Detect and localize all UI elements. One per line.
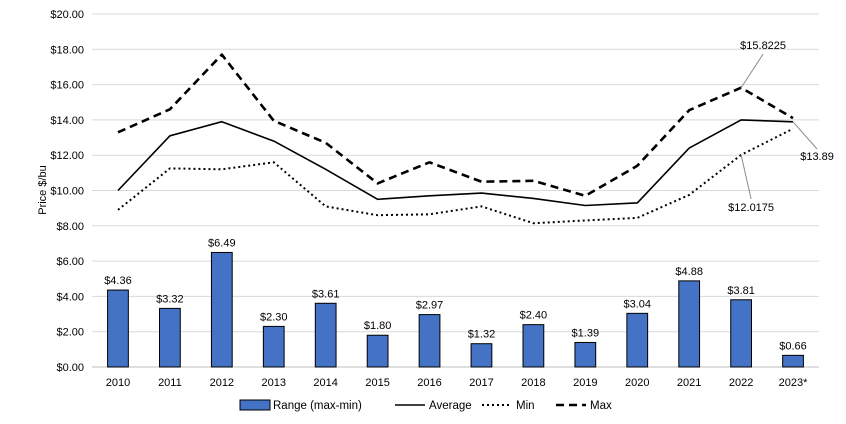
bar — [262, 325, 285, 368]
bar — [574, 341, 597, 368]
annotation-label: $13.89 — [800, 151, 834, 163]
bar — [782, 354, 804, 368]
y-tick-label: $20.00 — [50, 9, 84, 21]
bar-data-label: $2.97 — [416, 300, 444, 312]
annotation-leader — [740, 53, 764, 89]
x-tick-label: 2019 — [573, 377, 597, 389]
bar — [107, 289, 129, 368]
y-tick-label: $6.00 — [56, 256, 84, 268]
legend-swatch-range — [239, 399, 271, 411]
line-min — [117, 127, 794, 225]
bar — [678, 280, 701, 368]
bar-data-label: $4.88 — [675, 266, 703, 278]
bar — [730, 299, 752, 368]
bar-data-label: $1.39 — [572, 327, 600, 339]
bar-data-label: $6.49 — [208, 237, 236, 249]
x-tick-label: 2015 — [365, 377, 389, 389]
y-tick-label: $16.00 — [50, 80, 84, 92]
bar-data-label: $3.04 — [623, 298, 651, 310]
x-tick-label: 2011 — [158, 377, 182, 389]
x-tick-label: 2021 — [677, 377, 701, 389]
line-max — [117, 53, 794, 198]
x-tick-label: 2013 — [262, 377, 286, 389]
x-tick-label: 2018 — [521, 377, 545, 389]
bar — [470, 343, 493, 368]
bar-data-label: $3.61 — [312, 288, 340, 300]
annotation-leader — [740, 154, 752, 200]
x-tick-label: 2023* — [779, 377, 808, 389]
legend-label: Range (max-min) — [273, 400, 362, 412]
x-tick-label: 2014 — [313, 377, 337, 389]
annotation-label: $12.0175 — [728, 202, 774, 214]
legend-label: Min — [516, 400, 535, 412]
x-tick-label: 2010 — [106, 377, 130, 389]
line-series — [117, 53, 794, 225]
legend-label: Max — [590, 400, 612, 412]
annotation-label: $15.8225 — [740, 40, 786, 52]
bar — [418, 314, 441, 368]
bars-range: $4.36 $3.32 $6.49 $2.30 $3.61 $1.80 $2.97 $1.32… — [104, 237, 807, 368]
bar-data-label: $1.80 — [364, 320, 392, 332]
bar — [210, 251, 233, 368]
bar-data-label: $2.30 — [260, 311, 288, 323]
y-tick-label: $14.00 — [50, 115, 84, 127]
y-tick-label: $8.00 — [56, 221, 84, 233]
y-tick-label: $12.00 — [50, 150, 84, 162]
x-axis-ticks: 2010 2011 2012 2013 2014 2015 2016 2017 2018 2019… — [106, 377, 808, 389]
bar — [159, 307, 181, 368]
bar — [626, 312, 649, 368]
x-tick-label: 2017 — [469, 377, 493, 389]
bar — [314, 302, 337, 368]
y-tick-label: $10.00 — [50, 186, 84, 198]
gridlines — [92, 13, 819, 368]
annotation-leader — [792, 121, 818, 150]
x-tick-label: 2012 — [210, 377, 234, 389]
y-tick-label: $4.00 — [56, 291, 84, 303]
bar-data-label: $1.32 — [468, 329, 496, 341]
y-tick-label: $2.00 — [56, 327, 84, 339]
legend-label: Average — [429, 400, 472, 412]
x-tick-label: 2016 — [417, 377, 441, 389]
y-axis-ticks: $0.00 $2.00 $4.00 $6.00 $8.00 $10.00 $12.00 $14… — [50, 9, 84, 374]
bar — [522, 324, 545, 368]
line-average — [117, 119, 794, 207]
x-tick-label: 2020 — [625, 377, 649, 389]
y-tick-label: $18.00 — [50, 44, 84, 56]
bar — [366, 334, 389, 368]
bar-data-label: $0.66 — [779, 340, 807, 352]
y-tick-label: $0.00 — [56, 362, 84, 374]
annotations: $15.8225 $13.89 $12.0175 — [728, 40, 834, 214]
y-axis-label: Price $/bu — [37, 165, 49, 215]
bar-data-label: $2.40 — [520, 310, 548, 322]
legend: Range (max-min) Average Min Max — [239, 399, 612, 412]
bar-data-label: $3.81 — [727, 285, 755, 297]
bar-data-label: $3.32 — [156, 293, 184, 305]
x-tick-label: 2022 — [729, 377, 753, 389]
bar-data-label: $4.36 — [104, 275, 132, 287]
